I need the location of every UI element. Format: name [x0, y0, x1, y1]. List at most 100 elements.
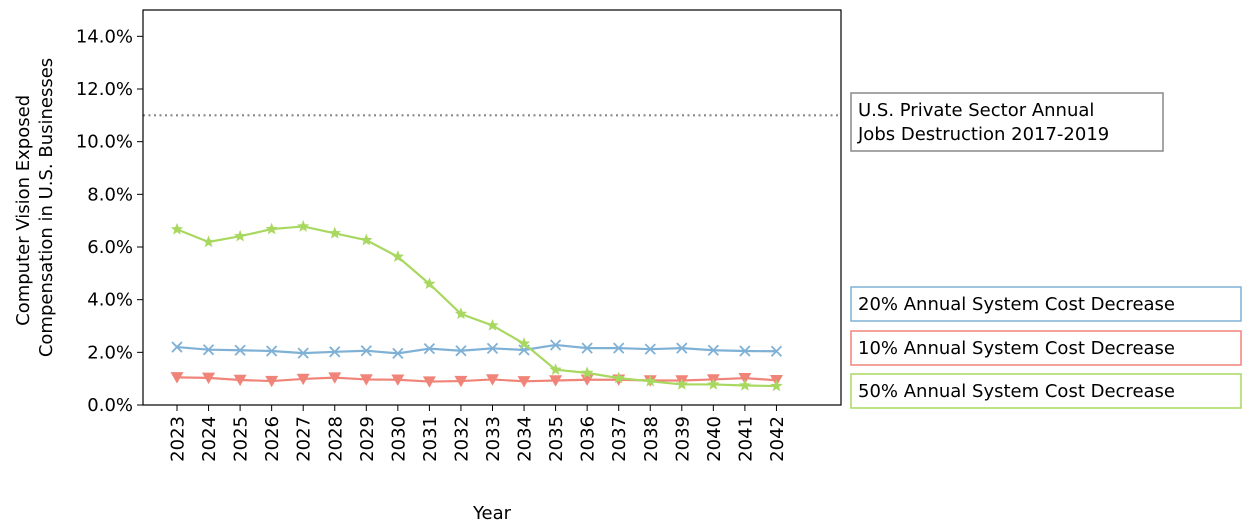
x-tick-label: 2027: [294, 416, 315, 462]
legend-label: 50% Annual System Cost Decrease: [858, 381, 1175, 402]
y-tick-label: 8.0%: [87, 184, 133, 205]
data-point-stroke: [329, 346, 341, 358]
y-tick-label: 6.0%: [87, 237, 133, 258]
data-point-stroke: [423, 343, 436, 355]
data-point: [391, 374, 405, 386]
data-point: [202, 235, 215, 248]
data-point: [422, 376, 436, 388]
series-layer: [170, 219, 783, 392]
data-point: [297, 347, 309, 359]
y-tick-label: 2.0%: [87, 342, 133, 363]
plot-frame: [142, 9, 842, 406]
legend-item-2: 10% Annual System Cost Decrease: [850, 330, 1242, 366]
data-point: [392, 347, 404, 360]
data-point-stroke: [739, 345, 751, 357]
x-tick-label: 2023: [168, 416, 189, 462]
data-point: [360, 233, 373, 246]
data-point: [486, 374, 499, 386]
data-point: [423, 343, 436, 355]
data-point: [739, 345, 751, 357]
data-point: [612, 371, 625, 384]
data-point: [359, 374, 373, 386]
data-point: [581, 342, 593, 354]
data-point: [423, 277, 436, 290]
legend-label: 20% Annual System Cost Decrease: [858, 294, 1175, 315]
data-point: [329, 346, 341, 358]
series-3: [170, 219, 783, 392]
data-point: [233, 374, 247, 387]
data-point: [328, 372, 342, 384]
data-point-stroke: [392, 347, 404, 360]
data-point: [391, 250, 405, 262]
x-tick-label: 2040: [704, 416, 725, 462]
x-tick-label: 2033: [483, 416, 504, 462]
y-tick-label: 14.0%: [76, 26, 133, 47]
data-point: [170, 222, 184, 235]
x-tick-label: 2041: [735, 416, 756, 462]
data-point: [486, 342, 499, 355]
x-tick-label: 2038: [641, 416, 662, 462]
data-point-stroke: [707, 344, 719, 356]
data-point-stroke: [770, 345, 783, 357]
data-point: [675, 377, 688, 390]
legend: 20% Annual System Cost Decrease 10% Annua…: [850, 286, 1242, 409]
data-point: [296, 373, 310, 386]
data-point: [644, 374, 657, 387]
reference-line-label-line-2: Jobs Destruction 2017-2019: [857, 124, 1109, 145]
legend-box: [850, 286, 1242, 322]
data-point: [644, 343, 656, 355]
data-point: [486, 318, 499, 331]
y-axis-title-line-1: Computer Vision Exposed: [13, 95, 34, 326]
series-line: [176, 225, 777, 388]
data-point-stroke: [644, 343, 656, 355]
x-tick-label: 2036: [578, 416, 599, 462]
data-point: [770, 379, 783, 392]
legend-label: 10% Annual System Cost Decrease: [858, 338, 1175, 359]
data-point: [265, 375, 279, 388]
axis-layer: 0.0% 2.0% 4.0% 6.0% 8.0% 10.0% 12.0% 14.0% 2023 2…: [76, 26, 788, 461]
data-point: [676, 342, 688, 354]
data-point-stroke: [486, 342, 499, 355]
x-tick-label: 2031: [420, 416, 441, 462]
legend-item-1: 20% Annual System Cost Decrease: [850, 286, 1242, 322]
data-point: [707, 344, 719, 356]
data-point-stroke: [581, 342, 593, 354]
data-point: [549, 363, 562, 375]
x-tick-label: 2039: [672, 416, 693, 462]
x-tick-label: 2032: [451, 416, 472, 462]
reference-line-legend-box: [850, 92, 1164, 152]
y-tick-label: 4.0%: [87, 290, 133, 311]
data-point-stroke: [234, 344, 246, 356]
reference-line-label: U.S. Private Sector Annual Jobs Destruct…: [857, 100, 1109, 145]
data-point-stroke: [202, 344, 215, 356]
x-tick-label: 2029: [357, 416, 378, 462]
x-tick-label: 2028: [325, 416, 346, 462]
data-point: [234, 344, 246, 356]
data-point: [170, 372, 184, 384]
data-point: [233, 229, 247, 242]
y-tick-label: 0.0%: [87, 395, 133, 416]
data-point: [707, 377, 720, 390]
data-point: [202, 372, 216, 385]
data-point-stroke: [613, 342, 625, 354]
x-tick-label: 2042: [767, 416, 788, 462]
data-point: [517, 337, 531, 349]
data-point: [580, 366, 594, 379]
x-tick-label: 2035: [546, 416, 567, 462]
x-tick-label: 2026: [262, 416, 283, 462]
data-point-stroke: [297, 347, 309, 359]
data-point: [455, 345, 467, 357]
data-point: [171, 341, 183, 353]
y-tick-label: 10.0%: [76, 132, 133, 153]
data-point: [738, 372, 752, 385]
data-point: [265, 222, 278, 235]
series-1: [171, 339, 783, 360]
x-tick-label: 2034: [515, 416, 536, 462]
legend-box: [850, 330, 1242, 366]
data-point: [738, 379, 752, 391]
series-line: [176, 376, 777, 383]
data-point-stroke: [360, 345, 372, 357]
y-tick-label: 12.0%: [76, 79, 133, 100]
data-point: [549, 339, 562, 351]
